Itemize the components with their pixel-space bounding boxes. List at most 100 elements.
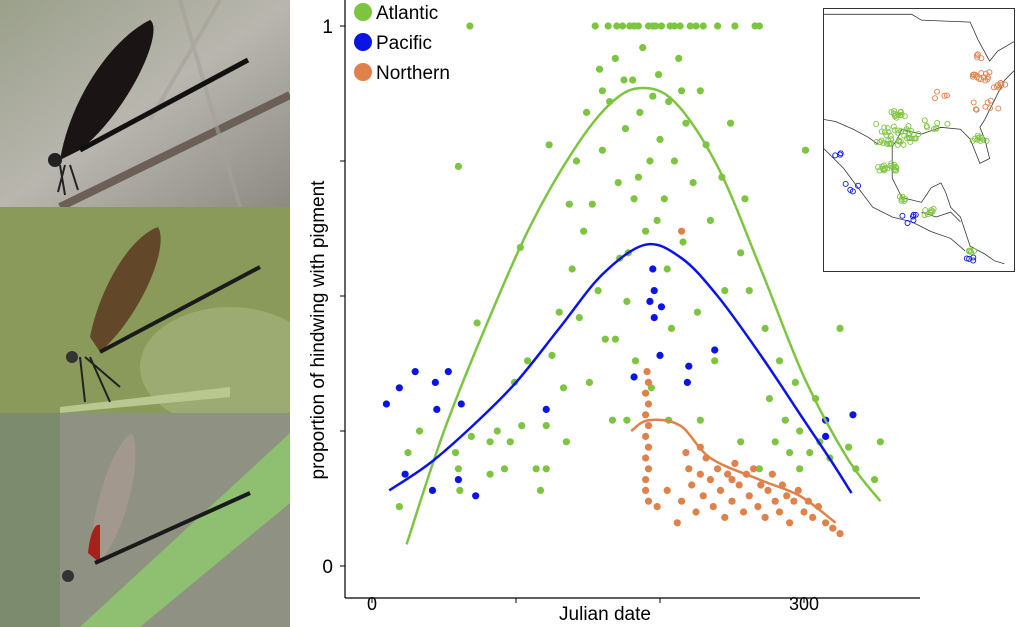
map-site-marker [978,76,985,83]
map-site-marker [903,126,910,133]
atlantic-point [646,157,654,165]
northern-point [696,470,704,478]
atlantic-point [755,465,763,473]
map-site-marker [906,134,913,141]
map-site-marker [966,247,973,254]
atlantic-point [621,125,630,133]
x-tick-label: 0 [367,594,377,614]
atlantic-point [630,22,638,30]
map-site-marker [912,135,919,142]
atlantic-point [791,378,799,386]
atlantic-point [601,335,609,343]
northern-point [731,459,739,467]
map-site-marker [997,80,1004,87]
dragonfly-amber-wings-photo [0,207,290,413]
map-site-marker [884,165,891,172]
map-site-marker [873,120,880,127]
map-site-marker [888,160,895,167]
map-site-marker [890,163,897,170]
northern-point [678,497,686,505]
pacific-point [395,384,403,392]
atlantic-point [545,141,553,149]
dragonfly-photo-1 [0,0,290,207]
map-site-marker [973,52,980,59]
atlantic-point [692,22,700,30]
legend-label: Pacific [376,33,432,54]
legend-label: Atlantic [376,3,438,24]
map-site-marker [921,117,928,124]
atlantic-point [649,22,657,30]
atlantic-point [786,449,794,457]
map-site-marker [928,207,935,214]
map-site-marker [888,136,895,143]
map-site-marker [883,132,890,139]
atlantic-point [845,443,853,451]
northern-point [678,227,686,235]
atlantic-point [686,22,694,30]
atlantic-point [523,357,532,365]
atlantic-point [721,287,729,295]
northern-fit-line [630,418,837,524]
map-site-marker [915,131,922,137]
atlantic-point [654,71,663,79]
pacific-point [656,351,664,359]
map-site-marker [944,92,950,99]
northern-point [642,476,650,484]
atlantic-point [689,179,697,187]
northern-point [653,503,661,511]
atlantic-point [454,162,462,170]
atlantic-point [604,22,612,30]
northern-point [642,432,650,440]
atlantic-point [562,438,571,446]
atlantic-point [711,357,719,365]
map-site-marker [974,54,981,61]
atlantic-point [623,416,631,424]
map-site-marker [970,254,977,261]
map-site-marker [897,112,904,119]
northern-point [739,508,748,516]
map-site-marker [890,123,897,130]
dragonfly-photo-2 [0,207,290,413]
map-site-marker [888,140,895,147]
northern-point [750,465,758,473]
atlantic-point [493,427,501,435]
atlantic-point [614,179,622,187]
map-site-marker [934,120,941,126]
pacific-point [683,378,691,386]
northern-point [685,465,693,473]
map-site-marker [891,127,898,134]
northern-point [794,486,802,494]
atlantic-point [518,422,526,430]
northern-point [836,530,844,538]
atlantic-point [870,476,879,484]
atlantic-point [741,195,749,203]
atlantic-point [500,465,509,473]
atlantic-point [653,216,661,224]
northern-point [822,519,830,527]
pacific-point [411,368,419,376]
map-site-marker [899,212,906,219]
map-site-marker [986,69,993,76]
atlantic-point [639,44,647,52]
atlantic-point [876,438,884,446]
atlantic-point [636,108,644,116]
atlantic-point [404,449,412,457]
pacific-point [472,492,480,500]
atlantic-point [665,98,673,106]
atlantic-fit-line [405,86,882,545]
northern-point [754,503,762,511]
map-site-marker [896,138,903,145]
atlantic-point [585,378,594,386]
atlantic-point [618,22,627,30]
atlantic-point [761,324,769,332]
northern-point [757,481,765,489]
pacific-point [444,368,452,376]
map-site-marker [974,51,981,58]
atlantic-point [555,308,563,316]
atlantic-point [572,157,581,165]
northern-point [642,486,650,494]
atlantic-point [693,308,702,316]
atlantic-point [696,87,704,95]
pacific-point [457,400,465,408]
